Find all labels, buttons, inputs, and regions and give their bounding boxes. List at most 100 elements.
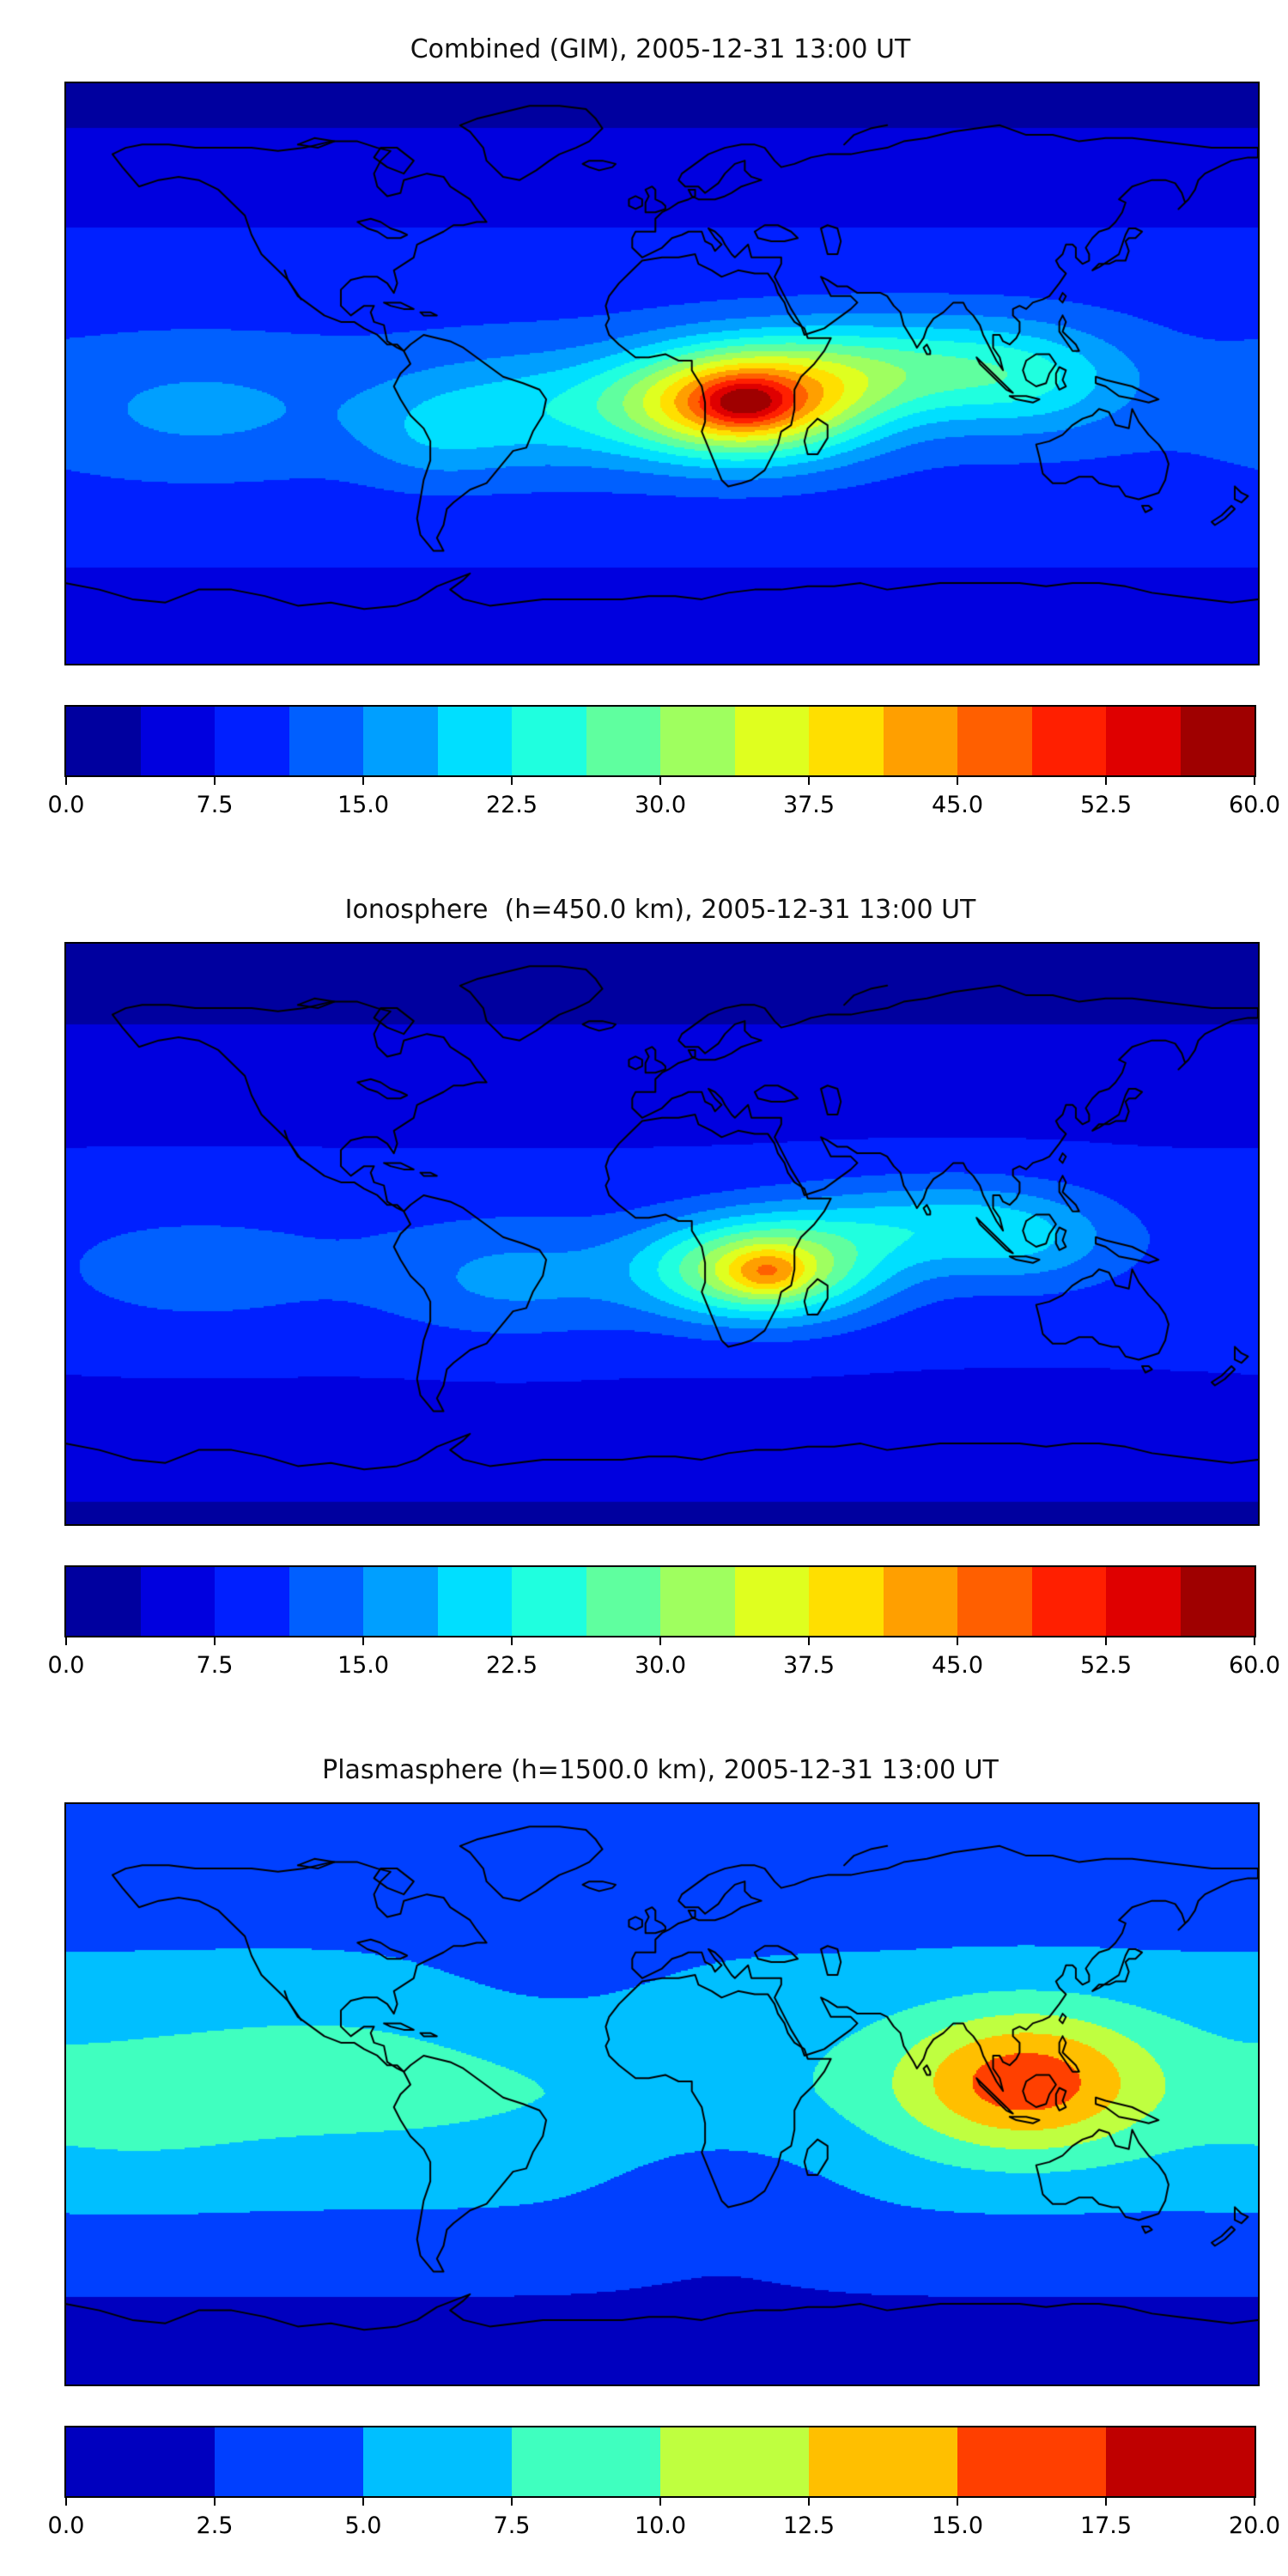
panel-combined-gim: Combined (GIM), 2005-12-31 13:00 UT 0.0 7… <box>0 0 1288 826</box>
map-frame-combined <box>64 82 1260 665</box>
colorbar-tick <box>957 777 958 785</box>
colorbar-tick <box>808 1637 810 1645</box>
colorbar-tick-label: 30.0 <box>634 792 687 818</box>
colorbar-tick-label: 60.0 <box>1228 792 1281 818</box>
map-frame-ionosphere <box>64 942 1260 1526</box>
colorbar-tick-label: 2.5 <box>196 2512 234 2539</box>
colorbar-tick-label: 37.5 <box>782 1652 835 1679</box>
colorbar-tick-label: 0.0 <box>47 1652 85 1679</box>
colorbar-tick <box>659 1637 661 1645</box>
colorbar-tick-label: 60.0 <box>1228 1652 1281 1679</box>
colorbar-segment <box>957 707 1032 775</box>
colorbar-segment <box>437 1567 512 1636</box>
colorbar-tick <box>214 1637 216 1645</box>
colorbar-tick-label: 0.0 <box>47 792 85 818</box>
colorbar-segment <box>734 1567 809 1636</box>
colorbar-segment <box>1031 1567 1106 1636</box>
colorbar-gradient-ionosphere <box>64 1565 1256 1637</box>
colorbar-tick-label: 5.0 <box>344 2512 382 2539</box>
colorbar-tick <box>511 2498 513 2506</box>
colorbar-segment <box>586 1567 660 1636</box>
colorbar-tick-label: 15.0 <box>337 792 390 818</box>
map-frame-plasmasphere <box>64 1802 1260 2386</box>
colorbar-segment <box>660 2427 809 2496</box>
map-canvas-plasmasphere <box>66 1804 1258 2385</box>
colorbar-tick <box>362 1637 364 1645</box>
colorbar-tick <box>511 777 513 785</box>
panel-title-ionosphere: Ionosphere (h=450.0 km), 2005-12-31 13:0… <box>344 895 976 925</box>
colorbar-segment <box>957 2427 1106 2496</box>
colorbar-segment <box>363 707 438 775</box>
colorbar-segment <box>883 1567 957 1636</box>
colorbar-segment <box>437 707 512 775</box>
colorbar-segment <box>883 707 957 775</box>
colorbar-tick-label: 30.0 <box>634 1652 687 1679</box>
colorbar-segment <box>289 1567 363 1636</box>
colorbar-tick-label: 52.5 <box>1079 792 1133 818</box>
colorbar-tick-label: 45.0 <box>931 792 984 818</box>
colorbar-tick-label: 37.5 <box>782 792 835 818</box>
colorbar-tickmarks-plasmasphere <box>65 2498 1255 2506</box>
colorbar-tick <box>362 2498 364 2506</box>
colorbar-tick-label: 7.5 <box>196 792 234 818</box>
colorbar-gradient-combined <box>64 705 1256 777</box>
colorbar-tick-label: 15.0 <box>931 2512 984 2539</box>
colorbar-tick-labels-combined: 0.0 7.5 15.0 22.5 30.0 37.5 45.0 52.5 60.0 <box>48 787 1281 826</box>
colorbar-segment <box>957 1567 1032 1636</box>
colorbar-segment <box>215 2427 363 2496</box>
colorbar-segment <box>215 707 289 775</box>
colorbar-tick-label: 7.5 <box>196 1652 234 1679</box>
colorbar-tick <box>659 2498 661 2506</box>
colorbar-tick <box>659 777 661 785</box>
colorbar-tick <box>65 1637 67 1645</box>
colorbar-segment <box>1106 707 1181 775</box>
colorbar-segment <box>512 1567 586 1636</box>
colorbar-segment <box>734 707 809 775</box>
colorbar-combined: 0.0 7.5 15.0 22.5 30.0 37.5 45.0 52.5 60.0 <box>48 705 1281 826</box>
colorbar-tick <box>511 1637 513 1645</box>
colorbar-segment <box>809 2427 957 2496</box>
colorbar-segment <box>660 707 735 775</box>
colorbar-segment <box>66 1567 141 1636</box>
colorbar-segment <box>660 1567 735 1636</box>
colorbar-tick <box>1254 777 1255 785</box>
colorbar-ionosphere: 0.0 7.5 15.0 22.5 30.0 37.5 45.0 52.5 60.0 <box>48 1565 1281 1686</box>
colorbar-tick <box>808 2498 810 2506</box>
colorbar-segment <box>363 2427 512 2496</box>
colorbar-tick <box>808 777 810 785</box>
colorbar-segment <box>1031 707 1106 775</box>
colorbar-tick-label: 0.0 <box>47 2512 85 2539</box>
map-canvas-combined <box>66 83 1258 664</box>
colorbar-segment <box>66 2427 215 2496</box>
colorbar-segment <box>66 707 141 775</box>
colorbar-tick-label: 7.5 <box>493 2512 531 2539</box>
colorbar-segment <box>140 707 215 775</box>
colorbar-tick-label: 15.0 <box>337 1652 390 1679</box>
colorbar-tickmarks-ionosphere <box>65 1637 1255 1645</box>
colorbar-segment <box>586 707 660 775</box>
colorbar-segment <box>1180 707 1255 775</box>
colorbar-tick <box>957 2498 958 2506</box>
colorbar-tick-labels-ionosphere: 0.0 7.5 15.0 22.5 30.0 37.5 45.0 52.5 60.0 <box>48 1647 1281 1686</box>
panel-title-plasmasphere: Plasmasphere (h=1500.0 km), 2005-12-31 1… <box>322 1755 999 1785</box>
colorbar-tick <box>1254 2498 1255 2506</box>
colorbar-segment <box>1106 1567 1181 1636</box>
colorbar-segment <box>363 1567 438 1636</box>
panel-plasmasphere: Plasmasphere (h=1500.0 km), 2005-12-31 1… <box>0 1721 1288 2547</box>
colorbar-tick-label: 20.0 <box>1228 2512 1281 2539</box>
colorbar-tick <box>1105 777 1107 785</box>
colorbar-tick <box>1254 1637 1255 1645</box>
colorbar-tick-label: 12.5 <box>782 2512 835 2539</box>
colorbar-tick <box>1105 2498 1107 2506</box>
colorbar-tick-label: 22.5 <box>485 792 538 818</box>
colorbar-tick <box>214 2498 216 2506</box>
panel-ionosphere: Ionosphere (h=450.0 km), 2005-12-31 13:0… <box>0 860 1288 1686</box>
colorbar-tick <box>65 777 67 785</box>
colorbar-tick <box>214 777 216 785</box>
panel-title-combined: Combined (GIM), 2005-12-31 13:00 UT <box>410 34 911 64</box>
colorbar-tick <box>957 1637 958 1645</box>
colorbar-segment <box>140 1567 215 1636</box>
colorbar-tick <box>362 777 364 785</box>
colorbar-segment <box>1106 2427 1255 2496</box>
